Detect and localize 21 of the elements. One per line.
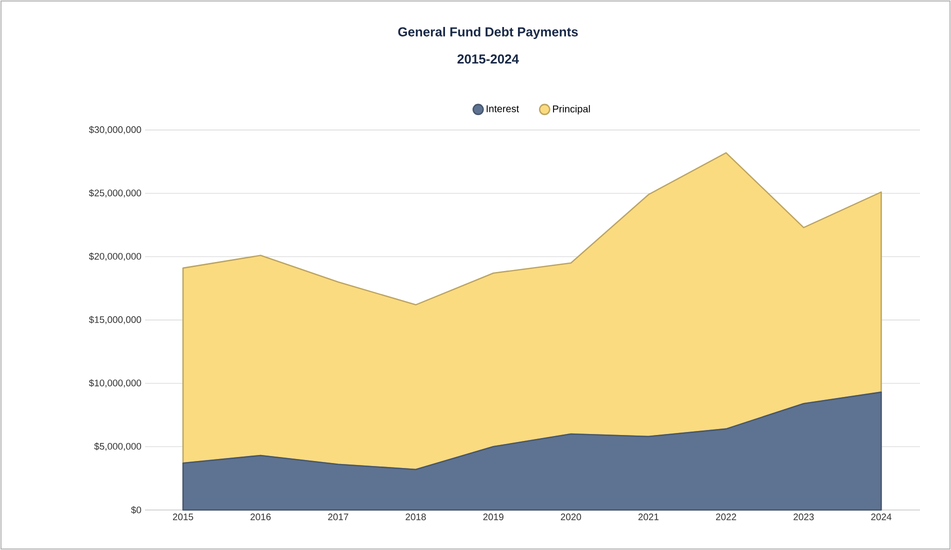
y-tick-label: $30,000,000 (88, 126, 142, 134)
y-tick-label: $10,000,000 (88, 379, 142, 388)
x-tick-label: 2015 (172, 514, 194, 520)
x-tick-label: 2020 (560, 514, 582, 520)
y-tick-label: $15,000,000 (88, 316, 142, 324)
legend-label: Principal (553, 105, 590, 114)
chart-subtitle: 2015-2024 (457, 54, 519, 64)
y-tick-label: $25,000,000 (88, 189, 142, 198)
x-tick-label: 2022 (716, 514, 736, 520)
x-tick-label: 2024 (871, 514, 892, 520)
chart-title: General Fund Debt Payments (398, 26, 578, 40)
x-tick-label: 2016 (250, 514, 271, 520)
x-tick-label: 2023 (794, 514, 814, 520)
y-tick-label: $0 (131, 506, 142, 514)
x-tick-label: 2018 (406, 514, 426, 520)
x-tick-label: 2017 (328, 514, 348, 520)
y-tick-label: $20,000,000 (88, 252, 142, 261)
y-tick-label: $5,000,000 (94, 442, 142, 451)
x-tick-label: 2021 (638, 514, 659, 520)
legend-label: Interest (486, 105, 519, 112)
x-tick-label: 2019 (483, 514, 504, 520)
